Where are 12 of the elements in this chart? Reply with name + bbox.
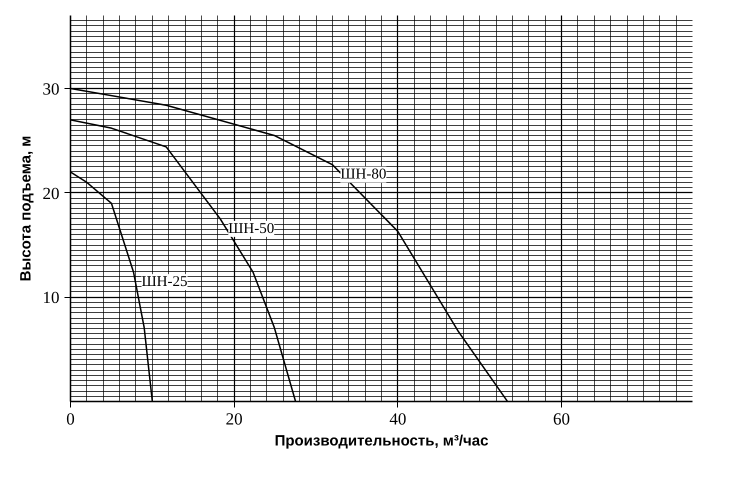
series-label: ШН-25 [142, 274, 188, 290]
y-tick-label: 10 [42, 288, 60, 308]
series-label: ШН-80 [340, 166, 386, 183]
y-axis-title: Высота подъема, м [18, 136, 34, 282]
series-label: ШН-50 [228, 220, 274, 237]
x-axis-title: Производительность, м³/час [274, 432, 488, 450]
x-tick-label: 40 [389, 410, 406, 428]
y-tick-label: 30 [42, 80, 60, 99]
x-tick-label: 20 [226, 410, 243, 428]
x-tick-label: 0 [66, 410, 75, 428]
y-tick-label: 20 [42, 184, 60, 203]
x-tick-label: 60 [553, 410, 570, 428]
